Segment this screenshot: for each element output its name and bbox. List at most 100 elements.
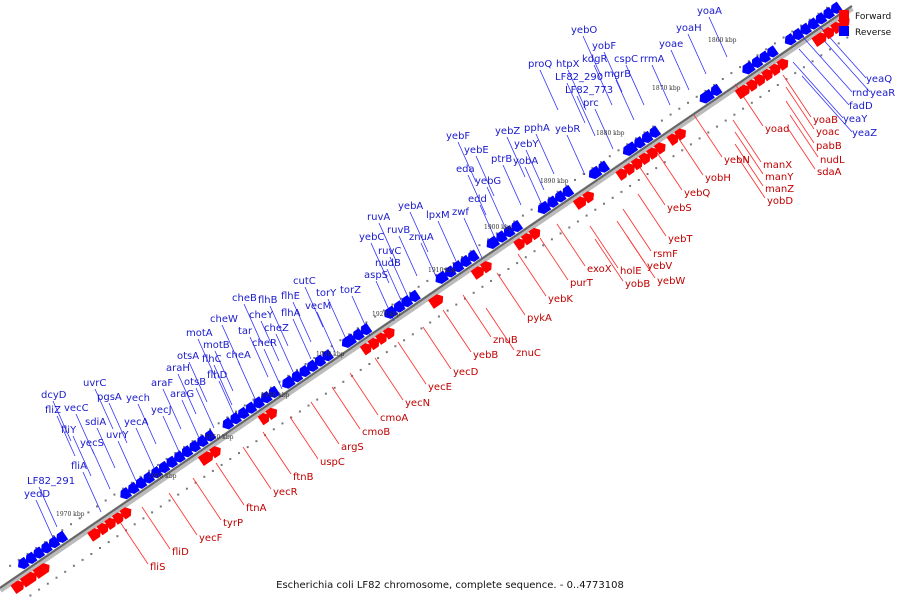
reverse-leader-line <box>437 220 457 262</box>
reverse-gene-glyph <box>120 486 133 500</box>
scale-dot <box>513 220 516 223</box>
scale-dot <box>322 351 324 354</box>
scale-dot <box>574 178 576 181</box>
scale-dot <box>608 155 611 158</box>
reverse-gene-glyph <box>360 322 373 336</box>
forward-gene-glyph <box>582 191 594 204</box>
reverse-gene-label: flhC <box>202 354 222 365</box>
reverse-gene-glyph <box>511 219 524 233</box>
reverse-gene-glyph <box>537 200 552 215</box>
reverse-gene-label: proQ <box>528 59 552 70</box>
reverse-gene-glyph <box>649 125 662 138</box>
scale-dot <box>96 505 98 508</box>
scale-dot <box>217 422 220 425</box>
scale-dot <box>611 196 614 199</box>
scale-dot <box>385 351 388 354</box>
forward-gene-glyph <box>630 158 643 171</box>
scale-dot <box>342 380 345 383</box>
reverse-gene-glyph <box>127 481 140 495</box>
scale-dot <box>43 541 46 544</box>
reverse-gene-label: flhE <box>281 291 300 302</box>
scale-dot <box>356 327 359 330</box>
forward-gene-label: holE <box>620 266 642 277</box>
forward-leader-line <box>556 223 586 267</box>
reverse-gene-label: kdgR <box>582 54 607 65</box>
forward-gene-label: exoX <box>587 264 612 275</box>
scale-dot <box>530 208 533 211</box>
scale-dot <box>304 363 307 365</box>
scale-dot <box>655 167 658 170</box>
forward-gene-glyph <box>208 446 221 459</box>
scale-dot <box>52 535 55 538</box>
reverse-gene-glyph <box>181 445 194 458</box>
forward-gene-label: yecD <box>453 367 479 378</box>
scale-dot <box>104 499 107 502</box>
forward-gene-glyph <box>382 327 395 340</box>
forward-leader-line <box>622 208 652 252</box>
reverse-gene-label: ruvA <box>367 212 390 223</box>
scale-dot <box>791 30 794 33</box>
forward-gene-glyph <box>513 238 525 251</box>
scale-dot <box>382 309 385 312</box>
forward-gene-label: fliD <box>172 547 189 558</box>
scale-dot <box>255 440 258 443</box>
kbp-tick-labels: 1860 kbp 1870 kbp 1880 kbp 1890 kbp 1900 kbp… <box>56 37 737 518</box>
reverse-leader-line <box>213 364 233 406</box>
kbp-tick-label: 1960 kbp <box>148 473 177 480</box>
reverse-gene-glyph <box>143 471 156 484</box>
scale-dot <box>391 303 394 306</box>
scale-dot <box>87 511 90 514</box>
reverse-leader-line <box>327 298 347 340</box>
reverse-gene-glyph <box>166 455 179 468</box>
reverse-gene-label: yeaR <box>870 88 895 99</box>
reverse-leader-line <box>263 348 283 390</box>
reverse-leader-line <box>670 49 690 91</box>
reverse-gene-label: yebG <box>475 176 501 187</box>
reverse-gene-label: zwf <box>452 207 469 218</box>
reverse-leader-line <box>72 435 92 477</box>
reverse-gene-label: cheR <box>252 338 277 349</box>
gene-labels: yoaA yoaH yoae yebO yobF proQ htpX kdgR cspC rrmA… <box>24 6 895 573</box>
kbp-tick-label: 1880 kbp <box>596 130 625 137</box>
reverse-gene-label: yobA <box>513 156 538 167</box>
reverse-gene-label: yecJ <box>151 405 172 416</box>
scale-dot <box>72 564 75 567</box>
scale-dot <box>591 167 594 170</box>
reverse-gene-label: araF <box>151 378 173 389</box>
scale-dot <box>481 285 484 288</box>
forward-leader-line <box>693 114 723 158</box>
reverse-gene-label: ruvB <box>387 225 410 236</box>
forward-gene-label: purT <box>570 278 594 289</box>
forward-leader-line <box>637 193 667 237</box>
scale-dot <box>626 143 629 146</box>
map-caption: Escherichia coli LF82 chromosome, comple… <box>276 580 624 591</box>
reverse-leader-line <box>566 134 586 176</box>
scale-dot <box>739 66 742 69</box>
reverse-gene-glyph <box>766 45 779 58</box>
reverse-gene-glyph <box>742 60 756 75</box>
scale-dot <box>490 279 492 282</box>
reverse-gene-glyph <box>751 55 764 69</box>
scale-dot <box>148 469 151 472</box>
reverse-leader-line <box>181 399 201 441</box>
reverse-gene-label: flhA <box>281 308 301 319</box>
scale-dot <box>765 48 768 51</box>
reverse-leader-line <box>566 82 586 124</box>
reverse-gene-label: motB <box>203 340 230 351</box>
reverse-leader-line <box>188 361 208 403</box>
forward-gene-glyph <box>479 261 492 274</box>
reverse-leader-line <box>409 211 429 253</box>
scale-dot <box>646 173 649 175</box>
reverse-leader-line <box>35 499 55 541</box>
reverse-gene-glyph <box>401 294 414 308</box>
reverse-gene-glyph <box>823 6 836 20</box>
forward-leader-line <box>192 477 222 521</box>
forward-gene-glyph <box>96 522 109 536</box>
forward-gene-label: yebS <box>667 203 692 214</box>
scale-dot <box>64 570 67 573</box>
reverse-leader-line <box>137 403 157 445</box>
reverse-gene-label: rnd <box>852 88 869 99</box>
legend-reverse-swatch <box>839 26 849 36</box>
reverse-leader-line <box>96 427 116 469</box>
